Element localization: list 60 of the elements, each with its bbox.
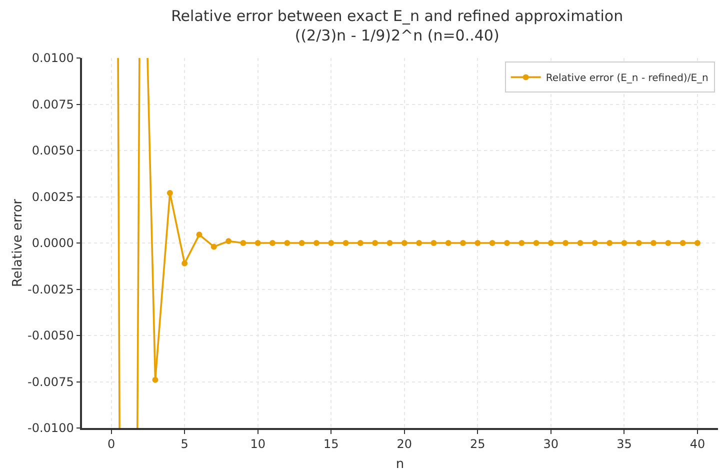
point bbox=[489, 240, 496, 246]
legend-label: Relative error (E_n - refined)/E_n bbox=[546, 73, 708, 84]
point bbox=[328, 240, 334, 246]
point bbox=[342, 240, 349, 246]
point bbox=[562, 240, 569, 246]
x-tick-label: 40 bbox=[690, 437, 706, 452]
point bbox=[665, 240, 672, 246]
x-tick-label: 35 bbox=[616, 437, 632, 452]
point bbox=[548, 240, 554, 246]
y-tick-label: -0.0100 bbox=[28, 421, 74, 436]
point bbox=[650, 240, 657, 246]
y-tick-label: -0.0075 bbox=[28, 374, 74, 389]
point bbox=[445, 240, 452, 246]
point bbox=[474, 240, 481, 246]
point bbox=[226, 238, 232, 244]
point bbox=[196, 232, 202, 238]
point bbox=[606, 240, 613, 246]
point bbox=[533, 240, 540, 246]
point bbox=[210, 244, 217, 250]
point bbox=[694, 240, 700, 246]
point bbox=[386, 240, 393, 246]
point bbox=[504, 240, 510, 246]
y-tick-label: 0.0000 bbox=[32, 236, 74, 250]
point bbox=[284, 240, 290, 246]
x-axis-title: n bbox=[396, 457, 404, 472]
y-tick-label: -0.0050 bbox=[28, 328, 74, 343]
point bbox=[152, 376, 158, 383]
x-tick-label: 20 bbox=[396, 437, 412, 452]
point bbox=[680, 240, 686, 246]
point bbox=[401, 240, 408, 246]
x-tick-label: 0 bbox=[107, 437, 116, 452]
y-axis-title: Relative error bbox=[10, 198, 26, 288]
point bbox=[592, 240, 598, 246]
point bbox=[182, 260, 188, 266]
point bbox=[636, 240, 642, 246]
point bbox=[416, 240, 422, 246]
x-tick-label: 10 bbox=[250, 437, 266, 452]
point bbox=[298, 240, 305, 246]
point bbox=[372, 240, 378, 246]
point bbox=[577, 240, 584, 246]
point bbox=[254, 240, 261, 246]
point bbox=[270, 240, 276, 246]
point bbox=[460, 240, 466, 246]
point bbox=[357, 240, 364, 246]
x-tick-label: 15 bbox=[323, 437, 339, 452]
point bbox=[518, 240, 525, 246]
chart-title: Relative error between exact E_n and refined approximation ((2/3)n - 1/9)2^n (n=0..40) bbox=[171, 7, 624, 45]
point bbox=[166, 190, 173, 196]
x-tick-label: 5 bbox=[180, 437, 188, 452]
point bbox=[430, 240, 437, 246]
y-tick-label: 0.0100 bbox=[32, 51, 74, 66]
point bbox=[313, 240, 320, 246]
y-tick-label: 0.0075 bbox=[32, 97, 74, 112]
point bbox=[240, 240, 246, 246]
x-tick-label: 30 bbox=[543, 437, 559, 452]
y-tick-label: 0.0050 bbox=[32, 144, 74, 158]
y-tick-label: -0.0025 bbox=[28, 282, 74, 296]
point bbox=[621, 240, 628, 246]
x-tick-label: 25 bbox=[470, 437, 486, 452]
y-tick-label: 0.0025 bbox=[32, 190, 74, 204]
